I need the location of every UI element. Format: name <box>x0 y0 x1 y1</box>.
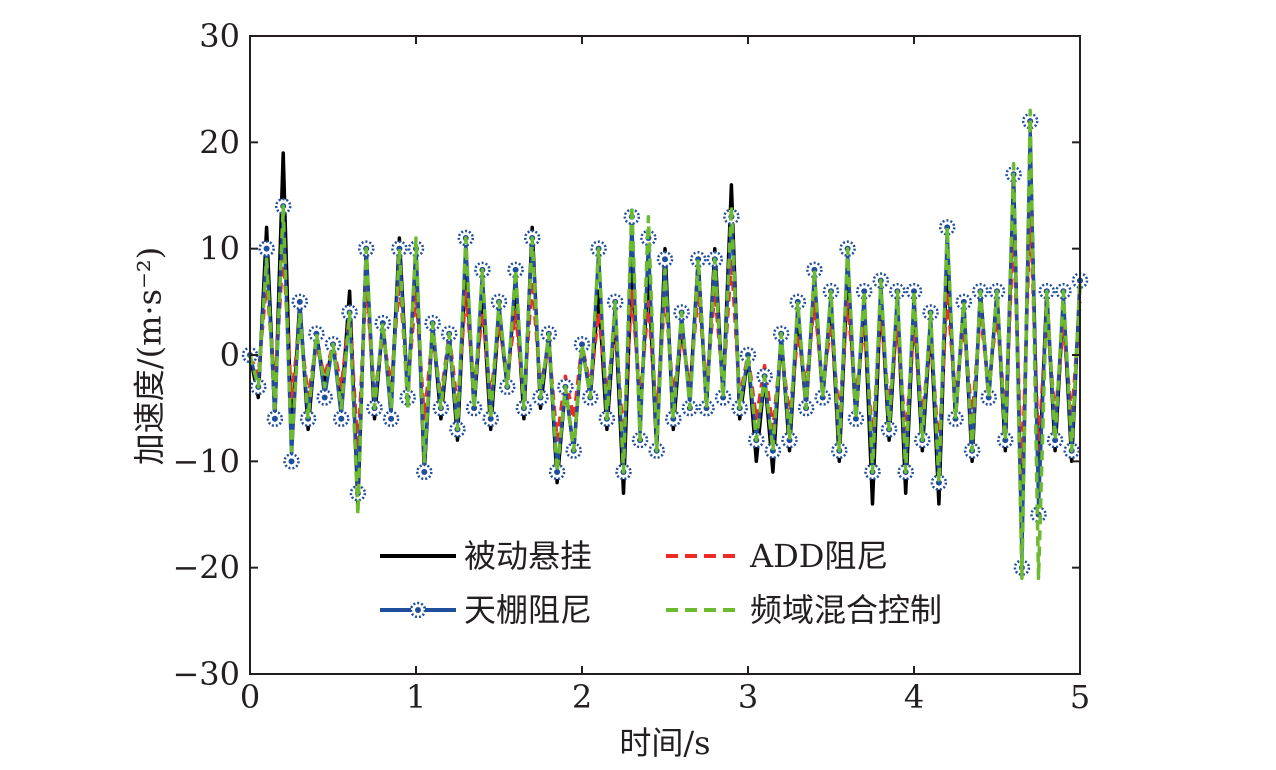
y-tick-label: −20 <box>172 549 240 587</box>
series-marker <box>855 282 873 300</box>
series-marker <box>416 463 433 481</box>
x-axis-label: 时间/s <box>619 724 710 762</box>
series-line-2 <box>248 119 1082 570</box>
legend-label: ADD阻尼 <box>749 537 888 575</box>
series-line-3 <box>248 108 1082 581</box>
legend-label: 被动悬挂 <box>464 537 592 575</box>
series-marker <box>291 293 309 311</box>
legend-label: 频域混合控制 <box>750 591 942 629</box>
series-marker <box>316 389 333 406</box>
series-marker <box>283 453 300 470</box>
series-marker <box>382 410 400 428</box>
legend-item-0: 被动悬挂 <box>380 537 592 575</box>
y-tick-label: 0 <box>220 336 240 374</box>
legend-item-1: ADD阻尼 <box>666 537 888 575</box>
legend-item-3: 频域混合控制 <box>666 591 942 629</box>
series-marker <box>955 293 973 311</box>
series-layer <box>241 108 1089 581</box>
y-tick-label: 20 <box>199 123 240 161</box>
series-marker <box>905 282 923 300</box>
series-marker <box>258 240 275 257</box>
x-tick-label: 4 <box>904 678 924 716</box>
series-marker <box>266 410 284 428</box>
series-marker <box>573 336 591 353</box>
y-tick-label: −30 <box>172 655 240 693</box>
y-tick-label: −10 <box>172 442 240 480</box>
axes-layer: 0 1 2 3 4 5 30 20 10 0 −10 −20 −30 <box>172 17 1090 716</box>
series-marker <box>656 251 674 268</box>
y-axis-title: 加速度/(m·s⁻²) <box>131 247 169 465</box>
x-tick-label: 3 <box>738 678 758 716</box>
x-tick-label: 0 <box>240 678 260 716</box>
x-tick-label: 2 <box>572 678 592 716</box>
x-tick-label: 1 <box>406 678 426 716</box>
y-tick-label: 10 <box>199 230 240 268</box>
x-tick-label: 5 <box>1070 678 1090 716</box>
series-marker <box>689 251 707 268</box>
y-axis-label: 加速度/(m·s⁻²) <box>131 247 169 465</box>
legend-label: 天棚阻尼 <box>464 591 592 629</box>
series-line-0 <box>248 140 1082 549</box>
y-tick-label: 30 <box>199 17 240 55</box>
legend-item-2: 天棚阻尼 <box>380 591 592 629</box>
series-marker <box>308 325 325 342</box>
legend-background <box>372 530 1012 640</box>
series-marker <box>333 410 350 428</box>
series-marker <box>507 261 524 279</box>
